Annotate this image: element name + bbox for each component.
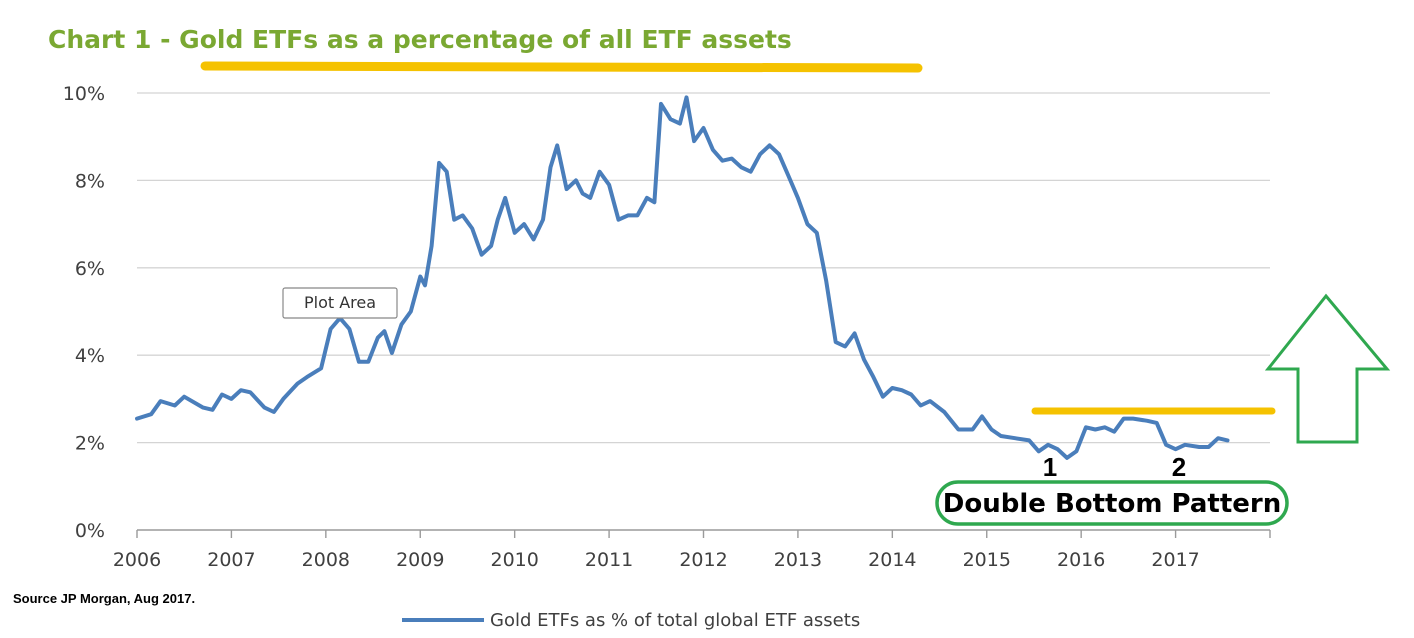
- double-bottom-1-label: 1: [1043, 452, 1057, 482]
- x-tick-label: 2017: [1151, 549, 1199, 571]
- x-tick-label: 2007: [207, 549, 255, 571]
- x-tick-label: 2012: [679, 549, 727, 571]
- x-tick-label: 2015: [963, 549, 1011, 571]
- plot-area-tooltip-box: [282, 287, 398, 319]
- y-tick-label: 8%: [75, 170, 105, 192]
- y-tick-label: 0%: [75, 520, 105, 542]
- x-axis-ticks: 2006 2007 2008 2009 2010 2011 2012 2013 2014 2015…: [113, 530, 1271, 571]
- plot-area-tooltip: Plot Area: [282, 287, 398, 319]
- double-bottom-2-label: 2: [1172, 452, 1186, 482]
- x-tick-label: 2010: [490, 549, 538, 571]
- x-tick-label: 2008: [302, 549, 350, 571]
- title-highlight-line: [200, 61, 923, 73]
- legend: Gold ETFs as % of total global ETF asset…: [402, 610, 860, 631]
- legend-entry-label: Gold ETFs as % of total global ETF asset…: [490, 610, 860, 631]
- x-tick-label: 2006: [113, 549, 161, 571]
- chart-title: Chart 1 - Gold ETFs as a percentage of a…: [48, 25, 792, 54]
- plot-area-tooltip-label: Plot Area: [304, 293, 376, 312]
- x-tick-label: 2016: [1057, 549, 1105, 571]
- series-line-gold-etfs: [135, 95, 1230, 460]
- y-tick-label: 2%: [75, 433, 105, 455]
- double-bottom-pattern-label: Double Bottom Pattern: [943, 489, 1281, 519]
- y-axis-ticks: 0% 2% 4% 6% 8% 10%: [63, 83, 105, 542]
- x-tick-label: 2011: [585, 549, 633, 571]
- double-bottom-pattern-oval: [935, 480, 1289, 526]
- y-tick-label: 10%: [63, 83, 105, 105]
- up-arrow-icon: [1264, 293, 1391, 444]
- source-note: Source JP Morgan, Aug 2017.: [13, 591, 195, 606]
- y-tick-label: 6%: [75, 258, 105, 280]
- x-tick-label: 2013: [774, 549, 822, 571]
- x-tick-label: 2009: [396, 549, 444, 571]
- x-tick-label: 2014: [868, 549, 916, 571]
- y-tick-label: 4%: [75, 345, 105, 367]
